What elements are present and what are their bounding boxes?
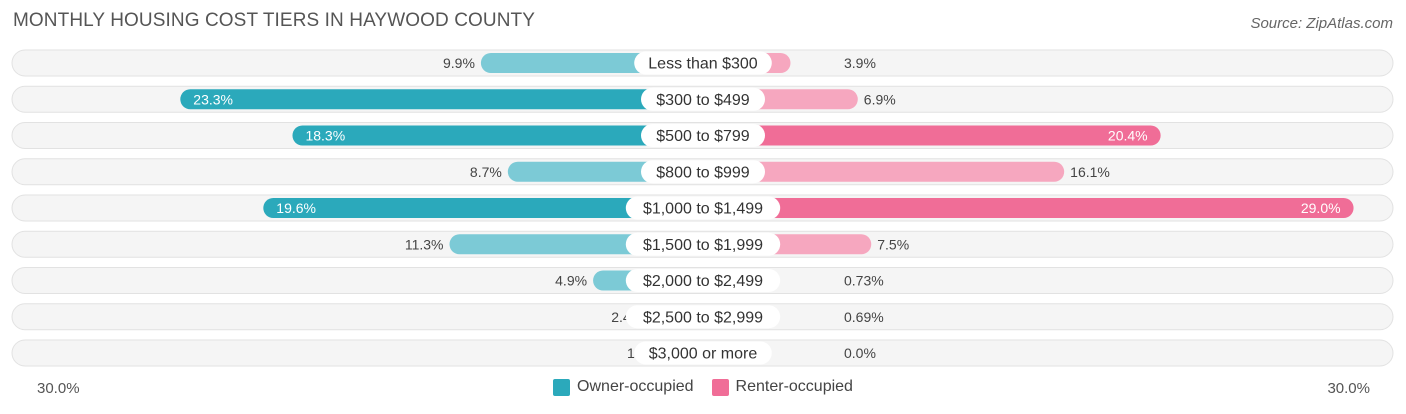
bar-owner (263, 198, 703, 218)
category-label: $1,000 to $1,499 (643, 201, 763, 218)
value-label-owner: 11.3% (405, 236, 444, 252)
diverging-bar-chart: 9.9% 3.9% Less than $300 23.3% 6.9% $300 to $… (11, 49, 1394, 367)
value-label-owner: 18.3% (305, 128, 345, 144)
source-credit: Source: ZipAtlas.com (1250, 15, 1393, 32)
value-label-renter: 16.1% (1070, 164, 1110, 180)
axis-label-right: 30.0% (1327, 380, 1370, 397)
category-pill (634, 51, 772, 75)
legend: Owner-occupied Renter-occupied (0, 378, 1406, 396)
category-pill (634, 341, 772, 365)
category-pill (625, 196, 781, 220)
value-label-renter: 7.5% (877, 236, 909, 252)
category-label: $500 to $799 (656, 128, 750, 145)
bar-renter (703, 198, 1354, 218)
value-label-owner: 8.7% (470, 164, 502, 180)
value-label-renter: 20.4% (1108, 128, 1148, 144)
category-label: $3,000 or more (649, 346, 758, 363)
category-pill (641, 87, 765, 111)
category-pill (641, 124, 765, 147)
legend-swatch-owner (553, 378, 571, 396)
legend-item-owner: Owner-occupied (553, 378, 694, 396)
value-label-renter: 0.0% (844, 345, 876, 361)
category-label: Less than $300 (648, 56, 758, 73)
value-label-owner: 9.9% (443, 55, 475, 71)
bar-renter (703, 161, 1065, 182)
value-label-renter: 0.73% (844, 273, 884, 289)
value-label-owner: 23.3% (193, 91, 233, 107)
legend-label-owner: Owner-occupied (577, 378, 694, 395)
axis-label-left: 30.0% (37, 380, 80, 397)
chart-title: MONTHLY HOUSING COST TIERS IN HAYWOOD CO… (13, 10, 536, 31)
legend-label-renter: Renter-occupied (735, 378, 853, 395)
bar-owner (292, 125, 703, 146)
value-label-renter: 0.69% (844, 309, 884, 325)
category-label: $1,500 to $1,999 (643, 237, 763, 254)
value-label-renter: 29.0% (1301, 200, 1341, 216)
value-label-renter: 6.9% (864, 91, 896, 107)
value-label-renter: 3.9% (844, 55, 876, 71)
category-pill (625, 232, 781, 256)
value-label-owner: 19.6% (276, 200, 316, 216)
category-pill (625, 269, 781, 292)
category-label: $2,500 to $2,999 (643, 309, 763, 326)
category-pill (641, 160, 765, 184)
category-pill (625, 305, 781, 329)
legend-item-renter: Renter-occupied (711, 378, 853, 396)
bar-owner (180, 89, 703, 110)
bar-renter (703, 125, 1161, 146)
value-label-owner: 4.9% (555, 273, 587, 289)
category-label: $800 to $999 (656, 164, 750, 181)
category-label: $300 to $499 (656, 92, 750, 109)
category-label: $2,000 to $2,499 (643, 273, 763, 290)
legend-swatch-renter (711, 378, 729, 396)
